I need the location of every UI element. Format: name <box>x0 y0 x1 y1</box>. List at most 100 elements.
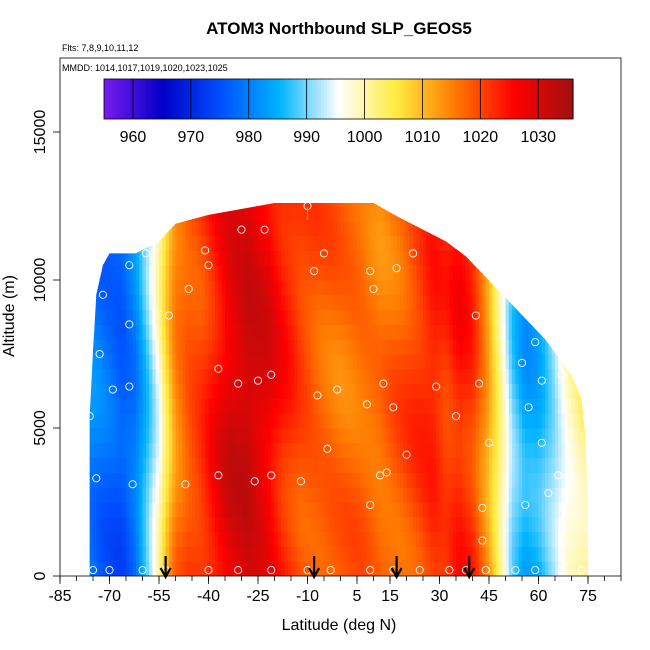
slp-cell <box>340 339 345 355</box>
slp-cell <box>482 472 487 488</box>
slp-cell <box>145 354 150 370</box>
slp-cell <box>258 531 262 547</box>
slp-cell <box>551 442 556 459</box>
slp-cell <box>201 265 206 281</box>
slp-cell <box>149 206 153 222</box>
slp-cell <box>271 398 275 414</box>
slp-cell <box>215 516 219 533</box>
slp-cell <box>238 442 242 459</box>
slp-cell <box>165 472 170 488</box>
slp-cell <box>198 265 203 281</box>
slp-cell <box>324 203 328 207</box>
slp-cell <box>363 516 368 533</box>
slp-cell <box>390 546 394 562</box>
slp-cell <box>538 428 543 444</box>
slp-cell <box>145 487 150 503</box>
slp-cell <box>518 250 523 266</box>
slp-cell <box>584 398 588 414</box>
slp-cell <box>419 309 424 325</box>
slp-cell <box>429 280 434 296</box>
slp-cell <box>333 442 338 459</box>
slp-cell <box>172 294 176 311</box>
colorbar-segment <box>470 79 474 119</box>
slp-cell <box>515 354 520 370</box>
slp-cell <box>244 472 249 488</box>
slp-cell <box>241 472 246 488</box>
slp-cell <box>139 235 143 251</box>
slp-cell <box>122 250 127 266</box>
slp-cell <box>485 235 490 251</box>
slp-cell <box>119 472 124 488</box>
slp-cell <box>149 280 153 296</box>
slp-cell <box>571 294 576 311</box>
slp-cell <box>172 561 176 577</box>
slp-cell <box>429 546 434 562</box>
slp-cell <box>106 250 110 266</box>
slp-cell <box>142 457 147 473</box>
slp-cell <box>489 235 493 251</box>
slp-cell <box>399 235 404 251</box>
slp-cell <box>93 472 97 488</box>
slp-cell <box>456 354 460 370</box>
slp-cell <box>119 280 124 296</box>
slp-cell <box>370 294 374 311</box>
slp-cell <box>535 413 539 429</box>
slp-cell <box>538 280 543 296</box>
slp-cell <box>165 324 170 340</box>
slp-cell <box>350 309 355 325</box>
slp-cell <box>492 265 497 281</box>
slp-cell <box>192 206 196 222</box>
slp-cell <box>373 531 378 547</box>
slp-cell <box>218 457 223 473</box>
slp-cell <box>201 531 206 547</box>
slp-cell <box>93 428 97 444</box>
slp-cell <box>390 309 394 325</box>
slp-cell <box>231 354 236 370</box>
slp-cell <box>429 250 434 266</box>
slp-cell <box>165 531 170 547</box>
slp-cell <box>291 235 295 251</box>
slp-cell <box>452 294 457 311</box>
slp-cell <box>300 428 305 444</box>
slp-cell <box>333 220 338 237</box>
slp-cell <box>145 203 150 207</box>
slp-cell <box>502 265 506 281</box>
slp-cell <box>386 203 391 207</box>
slp-cell <box>284 206 289 222</box>
slp-cell <box>446 442 450 459</box>
slp-cell <box>531 368 536 385</box>
sample-point <box>296 477 305 486</box>
slp-cell <box>541 561 546 577</box>
slp-cell <box>225 516 229 533</box>
slp-cell <box>182 442 186 459</box>
slp-cell <box>102 250 107 266</box>
slp-cell <box>132 457 137 473</box>
slp-cell <box>340 442 345 459</box>
slp-cell <box>178 457 183 473</box>
slp-cell <box>551 457 556 473</box>
colorbar-segment <box>235 79 240 119</box>
slp-cell <box>568 546 572 562</box>
slp-cell <box>535 203 539 207</box>
slp-cell <box>231 487 236 503</box>
slp-cell <box>512 250 516 266</box>
slp-cell <box>258 294 262 311</box>
slp-cell <box>568 309 572 325</box>
slp-cell <box>350 265 355 281</box>
slp-cell <box>472 531 477 547</box>
slp-cell <box>211 561 216 577</box>
slp-cell <box>584 309 588 325</box>
slp-cell <box>330 516 335 533</box>
slp-cell <box>241 383 246 399</box>
slp-cell <box>574 442 579 459</box>
slp-cell <box>578 487 582 503</box>
slp-cell <box>231 309 236 325</box>
slp-cell <box>93 398 97 414</box>
slp-cell <box>215 235 219 251</box>
slp-cell <box>515 383 520 399</box>
colorbar-segment <box>385 79 389 119</box>
slp-cell <box>578 324 582 340</box>
slp-cell <box>102 457 107 473</box>
slp-cell <box>340 531 345 547</box>
slp-cell <box>545 294 549 311</box>
